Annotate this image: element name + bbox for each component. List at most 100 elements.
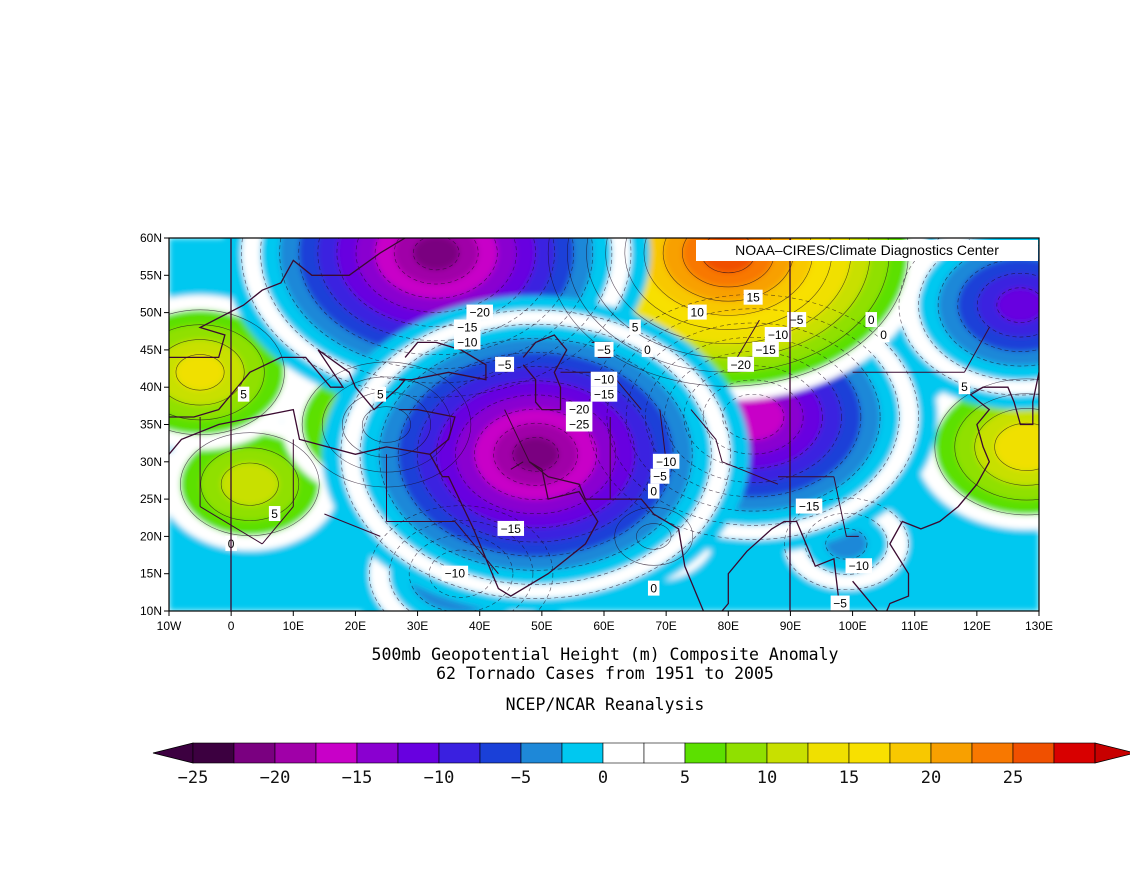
colorbar-swatch: [1053, 742, 1096, 764]
contour-label: −25: [565, 416, 593, 432]
contour-0-2.5: [241, 238, 632, 398]
contour-0-7.5: [279, 238, 594, 370]
anomaly-ring-7-15: [996, 287, 1039, 323]
lon-tick-label: 10E: [283, 619, 304, 633]
contour-2-10: [645, 336, 862, 498]
colorbar-swatch: [848, 742, 891, 764]
colorbar-label: −10: [424, 768, 455, 788]
contour-0-20: [374, 238, 498, 299]
colorbar-swatch: [602, 742, 645, 764]
source-badge: NOAA–CIRES/Climate Diagnostics Center: [696, 240, 1038, 261]
contour-label: 0: [865, 312, 877, 328]
lat-tick-label: 30N: [140, 455, 162, 469]
lat-tick-label: 10N: [140, 604, 162, 618]
contour-label: 0: [877, 326, 890, 342]
contour-label: −10: [845, 558, 873, 574]
svg-text:5: 5: [632, 321, 639, 335]
svg-text:0: 0: [868, 313, 875, 327]
svg-text:−10: −10: [445, 567, 466, 581]
colorbar-swatch: [725, 742, 768, 764]
svg-text:−5: −5: [653, 470, 667, 484]
contour-3-12.5: [977, 272, 1039, 338]
contour-1-5: [359, 323, 712, 585]
lat-tick-label: 55N: [140, 268, 162, 282]
colorbar: −25 −20 −15 −10 −5 0 5 10 15 20 25: [152, 742, 1130, 788]
svg-text:−5: −5: [498, 358, 512, 372]
contour-label: 5: [374, 386, 387, 402]
colorbar-swatch: [807, 742, 850, 764]
colorbar-swatch: [643, 742, 686, 764]
contour-labels: −20−15−10−5−5−10−15−20−25−10−50−15−10000…: [225, 289, 971, 611]
title-line-1: 500mb Geopotential Height (m) Composite …: [372, 645, 839, 664]
contour-label: −15: [590, 386, 618, 402]
contour-9-10: [362, 406, 411, 443]
contour-4-5: [388, 520, 534, 611]
lon-tick-label: 40E: [469, 619, 490, 633]
svg-text:−10: −10: [457, 335, 478, 349]
colorbar-swatch: [520, 742, 563, 764]
lat-tick-label: 45N: [140, 343, 162, 357]
colorbar-swatch: [356, 742, 399, 764]
svg-text:0: 0: [650, 485, 657, 499]
contour-1-25: [512, 437, 559, 472]
contour-label: −10: [590, 371, 618, 387]
svg-text:5: 5: [961, 380, 968, 394]
svg-text:0: 0: [650, 582, 657, 596]
contour-10-7.5: [220, 462, 279, 506]
coastline-3: [429, 453, 599, 597]
colorbar-label: 10: [757, 768, 777, 788]
border-11: [261, 506, 294, 545]
colorbar-swatch: [889, 742, 932, 764]
lon-tick-label: 10W: [157, 619, 182, 633]
contour-0-17.5: [355, 238, 517, 313]
contour-label: −5: [830, 595, 850, 611]
contour-8-7.5: [169, 339, 245, 406]
border-4: [510, 461, 524, 470]
colorbar-label: −20: [260, 768, 291, 788]
contour-label: 0: [647, 483, 660, 499]
lon-tick-label: 60E: [593, 619, 614, 633]
contour-11-2.5: [614, 507, 694, 566]
lon-tick-label: 120E: [963, 619, 991, 633]
anomaly-ring-3-10: [175, 354, 225, 391]
contour-2-15: [683, 365, 823, 469]
svg-text:5: 5: [240, 388, 247, 402]
svg-text:−10: −10: [594, 373, 615, 387]
svg-text:5: 5: [377, 388, 384, 402]
coastline-7: [398, 341, 487, 381]
lat-tick-label: 50N: [140, 306, 162, 320]
contour-label: 5: [237, 386, 250, 402]
contour-11-5: [636, 523, 672, 550]
colorbar-label: 5: [680, 768, 690, 788]
contour-label: −15: [454, 319, 481, 335]
lon-tick-label: 30E: [407, 619, 428, 633]
coastline-8: [522, 334, 568, 411]
contour-label: −10: [764, 326, 792, 342]
coastline-1: [169, 238, 406, 359]
lat-tick-label: 25N: [140, 492, 162, 506]
lon-tick-label: 100E: [839, 619, 867, 633]
border-5: [504, 409, 530, 463]
contour-label: −20: [565, 401, 593, 417]
colorbar-swatch: [233, 742, 276, 764]
lon-tick-label: 90E: [780, 619, 801, 633]
colorbar-swatch: [479, 742, 522, 764]
contour-1-22.5: [493, 422, 578, 486]
colorbar-swatch: [971, 742, 1014, 764]
colorbar-label: −5: [511, 768, 531, 788]
contour-1-20: [474, 408, 598, 500]
contour-label: 5: [958, 379, 971, 395]
contour-7-10: [994, 422, 1039, 471]
coastline-5: [721, 520, 841, 611]
contour-2-5: [606, 308, 900, 526]
lon-tick-label: 110E: [901, 619, 928, 633]
lon-tick-label: 70E: [655, 619, 676, 633]
contour-2-17.5: [702, 379, 804, 455]
contour-label: −15: [497, 520, 525, 536]
svg-text:0: 0: [880, 328, 887, 342]
colorbar-swatch: [930, 742, 973, 764]
contour-7-5: [954, 393, 1039, 501]
colorbar-under-triangle: [152, 742, 194, 764]
svg-text:10: 10: [691, 306, 705, 320]
svg-text:−15: −15: [755, 343, 776, 357]
